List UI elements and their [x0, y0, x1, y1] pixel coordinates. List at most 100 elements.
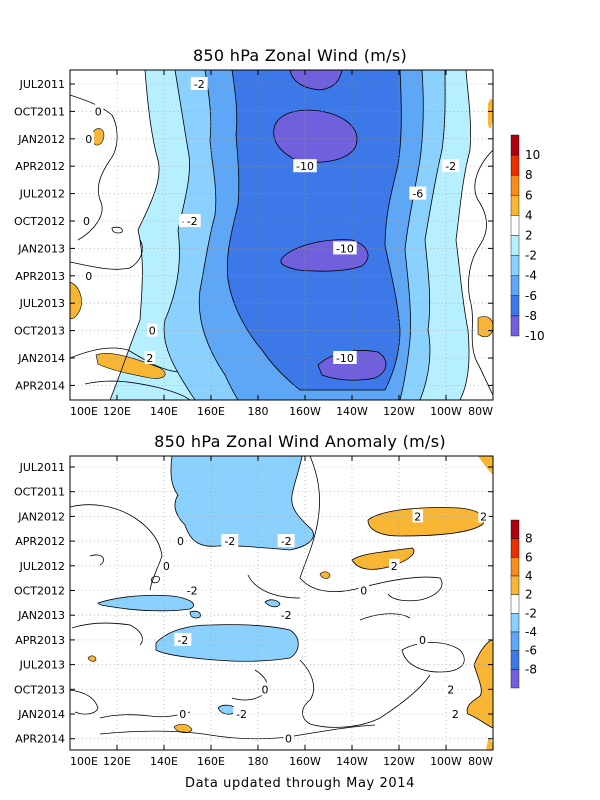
y-tick-label: JAN2013: [17, 609, 65, 622]
y-tick-label: JUL2011: [19, 78, 65, 91]
colorbar-swatch: [510, 195, 520, 216]
y-tick-label: JAN2014: [17, 708, 65, 721]
panel1-colorbar: 10 8 6 4 2 -2 -4 -6 -8 -10: [510, 134, 545, 343]
contour-label: 0: [149, 325, 156, 338]
y-tick-label: OCT2011: [14, 486, 65, 499]
contour-label-box: [417, 632, 428, 646]
colorbar-swatch: [510, 174, 520, 196]
colorbar-swatch: [510, 669, 520, 689]
contour-label-box: [333, 351, 357, 364]
y-tick-label: JUL2011: [19, 461, 65, 474]
contour-label: 0: [262, 683, 269, 696]
y-tick-label: OCT2012: [14, 585, 65, 598]
panel1-frame: [69, 69, 494, 401]
contour-label-box: [221, 534, 239, 548]
colorbar-label: 6: [525, 550, 533, 564]
contour-label-box: [333, 241, 357, 255]
x-tick-label: 160E: [197, 755, 225, 768]
colorbar-swatch: [510, 613, 520, 633]
panel1-x-axis: 100E 120E 140E 160E 180 160W 140W 120W 100W 80W: [70, 405, 493, 418]
contour-label-box: [183, 583, 201, 597]
contour-label-box: [445, 682, 456, 696]
colorbar-label: -2: [525, 606, 537, 620]
x-tick-label: 120E: [103, 405, 131, 418]
y-tick-label: OCT2013: [14, 325, 65, 338]
contour-label-box: [409, 186, 427, 200]
contour-label: 0: [179, 708, 186, 721]
panel2-colorbar: 8 6 4 2 -2 -4 -6 -8: [510, 519, 537, 689]
y-tick-label: APR2013: [15, 634, 65, 647]
contour-label-box: [233, 707, 251, 720]
colorbar-swatch: [510, 275, 520, 297]
y-tick-label: APR2012: [15, 160, 65, 173]
contour-label: -2: [187, 215, 198, 228]
contour-label-box: [83, 131, 95, 145]
colorbar-label: 6: [525, 188, 533, 202]
contour-label: 0: [85, 270, 92, 283]
chart-title-zonal-wind-anomaly: 850 hPa Zonal Wind Anomaly (m/s): [154, 432, 446, 451]
colorbar-label: -10: [525, 329, 545, 343]
colorbar-swatch: [510, 255, 520, 276]
colorbar-swatch: [510, 519, 520, 539]
panel2-x-axis: 100E 120E 140E 160E 180 160W 140W 120W 100W 80W: [70, 755, 493, 768]
contour-label: 0: [177, 535, 184, 548]
x-tick-label: 180: [248, 405, 269, 418]
colorbar-label: 4: [525, 569, 533, 583]
x-tick-label: 160E: [197, 405, 225, 418]
contour-label-box: [277, 534, 295, 548]
colorbar-label: -8: [525, 662, 537, 676]
contour-label: -2: [236, 708, 247, 721]
y-tick-label: JAN2014: [17, 352, 65, 365]
contour-label: -2: [177, 634, 188, 647]
y-tick-label: APR2014: [15, 733, 65, 746]
contour-label: -10: [296, 160, 314, 173]
y-tick-label: JAN2012: [17, 510, 65, 523]
contour-label-box: [450, 707, 461, 720]
contour-label: -2: [187, 585, 198, 598]
x-tick-label: 140E: [150, 755, 178, 768]
panel1-y-axis: JUL2011 OCT2011 JAN2012 APR2012 JUL2012 OCT20…: [14, 78, 65, 392]
contour-label: 2: [414, 510, 421, 523]
contour-label-box: [412, 509, 424, 523]
contour-label: 0: [83, 215, 90, 228]
x-tick-label: 120W: [383, 755, 415, 768]
y-tick-label: APR2014: [15, 379, 65, 392]
colorbar-label: -4: [525, 625, 537, 639]
x-tick-label: 120W: [383, 405, 415, 418]
colorbar-swatch: [510, 631, 520, 651]
contour-label-box: [389, 558, 400, 572]
colorbar-swatch: [510, 215, 520, 236]
x-tick-label: 100E: [70, 405, 98, 418]
colorbar-swatch: [510, 557, 520, 577]
x-tick-label: 160W: [289, 405, 321, 418]
contour-label: -10: [336, 242, 354, 255]
y-tick-label: JUL2013: [19, 297, 65, 310]
y-tick-label: OCT2011: [14, 105, 65, 118]
contour-label-box: [147, 323, 158, 337]
contour-label: 2: [452, 708, 459, 721]
colorbar-label: -6: [525, 644, 537, 658]
colorbar-label: -8: [525, 309, 537, 323]
x-tick-label: 80W: [468, 755, 493, 768]
y-tick-label: JAN2013: [17, 242, 65, 255]
x-tick-label: 80W: [468, 405, 493, 418]
panel2-field: [70, 456, 493, 750]
contour-label-box: [259, 682, 271, 696]
y-tick-label: APR2013: [15, 270, 65, 283]
colorbar-swatch: [510, 154, 520, 176]
x-tick-label: 180: [248, 755, 269, 768]
contour-label-box: [177, 707, 189, 720]
contour-label-box: [478, 509, 489, 523]
colorbar-label: -4: [525, 269, 537, 283]
colorbar-swatch: [510, 235, 520, 256]
contour-label-box: [190, 77, 208, 90]
x-tick-label: 140E: [150, 405, 178, 418]
contour-label-box: [92, 104, 104, 118]
contour-label-box: [161, 558, 172, 572]
y-tick-label: JAN2012: [17, 133, 65, 146]
contour-label: 0: [95, 105, 102, 118]
colorbar-label: 10: [525, 148, 540, 162]
